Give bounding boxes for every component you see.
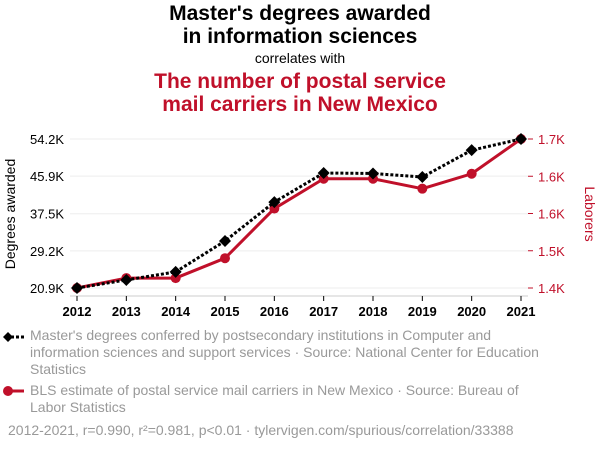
x-tick-label: 2018 [359,304,388,319]
x-tick-label: 2015 [211,304,240,319]
title2-line-2: mail carriers in New Mexico [162,93,438,116]
x-tick-label: 2020 [457,304,486,319]
x-tick-label: 2021 [507,304,536,319]
legend-diamond-icon [3,332,24,342]
chart-title: Master's degrees awarded in information … [0,2,600,48]
y2-tick-label: 1.6K [538,207,565,222]
series2-line [76,137,522,290]
series1-point [465,144,478,157]
y2-tick-label: 1.7K [538,132,565,147]
series2-point [466,168,477,179]
footer-stats: 2012-2021, r=0.990, r²=0.981, p<0.01 · t… [8,422,514,438]
series1-point [169,265,182,278]
series1-point [317,167,330,180]
series2-point [170,273,181,284]
y-tick-label: 45.9K [30,169,64,184]
y-tick-label: 20.9K [30,281,64,296]
title-line-1: Master's degrees awarded [169,2,431,25]
y2-axis-label: Laborers [582,186,598,241]
series1-line [76,137,522,290]
series1-point [515,133,527,145]
x-tick-label: 2019 [408,304,437,319]
x-tick-label: 2016 [260,304,289,319]
series1-point [120,273,133,286]
series1-point [219,235,231,248]
chart-title-2: The number of postal service mail carrie… [0,70,600,116]
series1-point [268,196,281,209]
x-tick-label: 2013 [112,304,141,319]
series2-point [220,253,230,264]
legend-label-series1: Master's degrees conferred by postsecond… [30,327,539,377]
series1-point [367,167,379,180]
correlates-label: correlates with [254,50,346,66]
legend-circle-icon [3,386,24,396]
series2-point [417,183,428,194]
series1-point [416,171,429,184]
series1-point [71,282,83,294]
x-tick-label: 2012 [63,304,92,319]
y-axis-label: Degrees awarded [2,159,18,270]
y2-tick-label: 1.5K [538,244,565,259]
title2-line-1: The number of postal service [154,70,446,93]
title-line-2: in information sciences [182,25,418,48]
x-tick-label: 2014 [161,304,191,319]
legend-label-series2: BLS estimate of postal service mail carr… [30,382,519,415]
y-tick-label: 29.2K [30,244,64,259]
y2-tick-label: 1.4K [538,281,565,296]
y-tick-label: 37.5K [30,207,64,222]
y2-tick-label: 1.6K [538,169,565,184]
x-tick-label: 2017 [309,304,338,319]
y-tick-label: 54.2K [30,132,64,147]
series2-point [269,203,280,214]
